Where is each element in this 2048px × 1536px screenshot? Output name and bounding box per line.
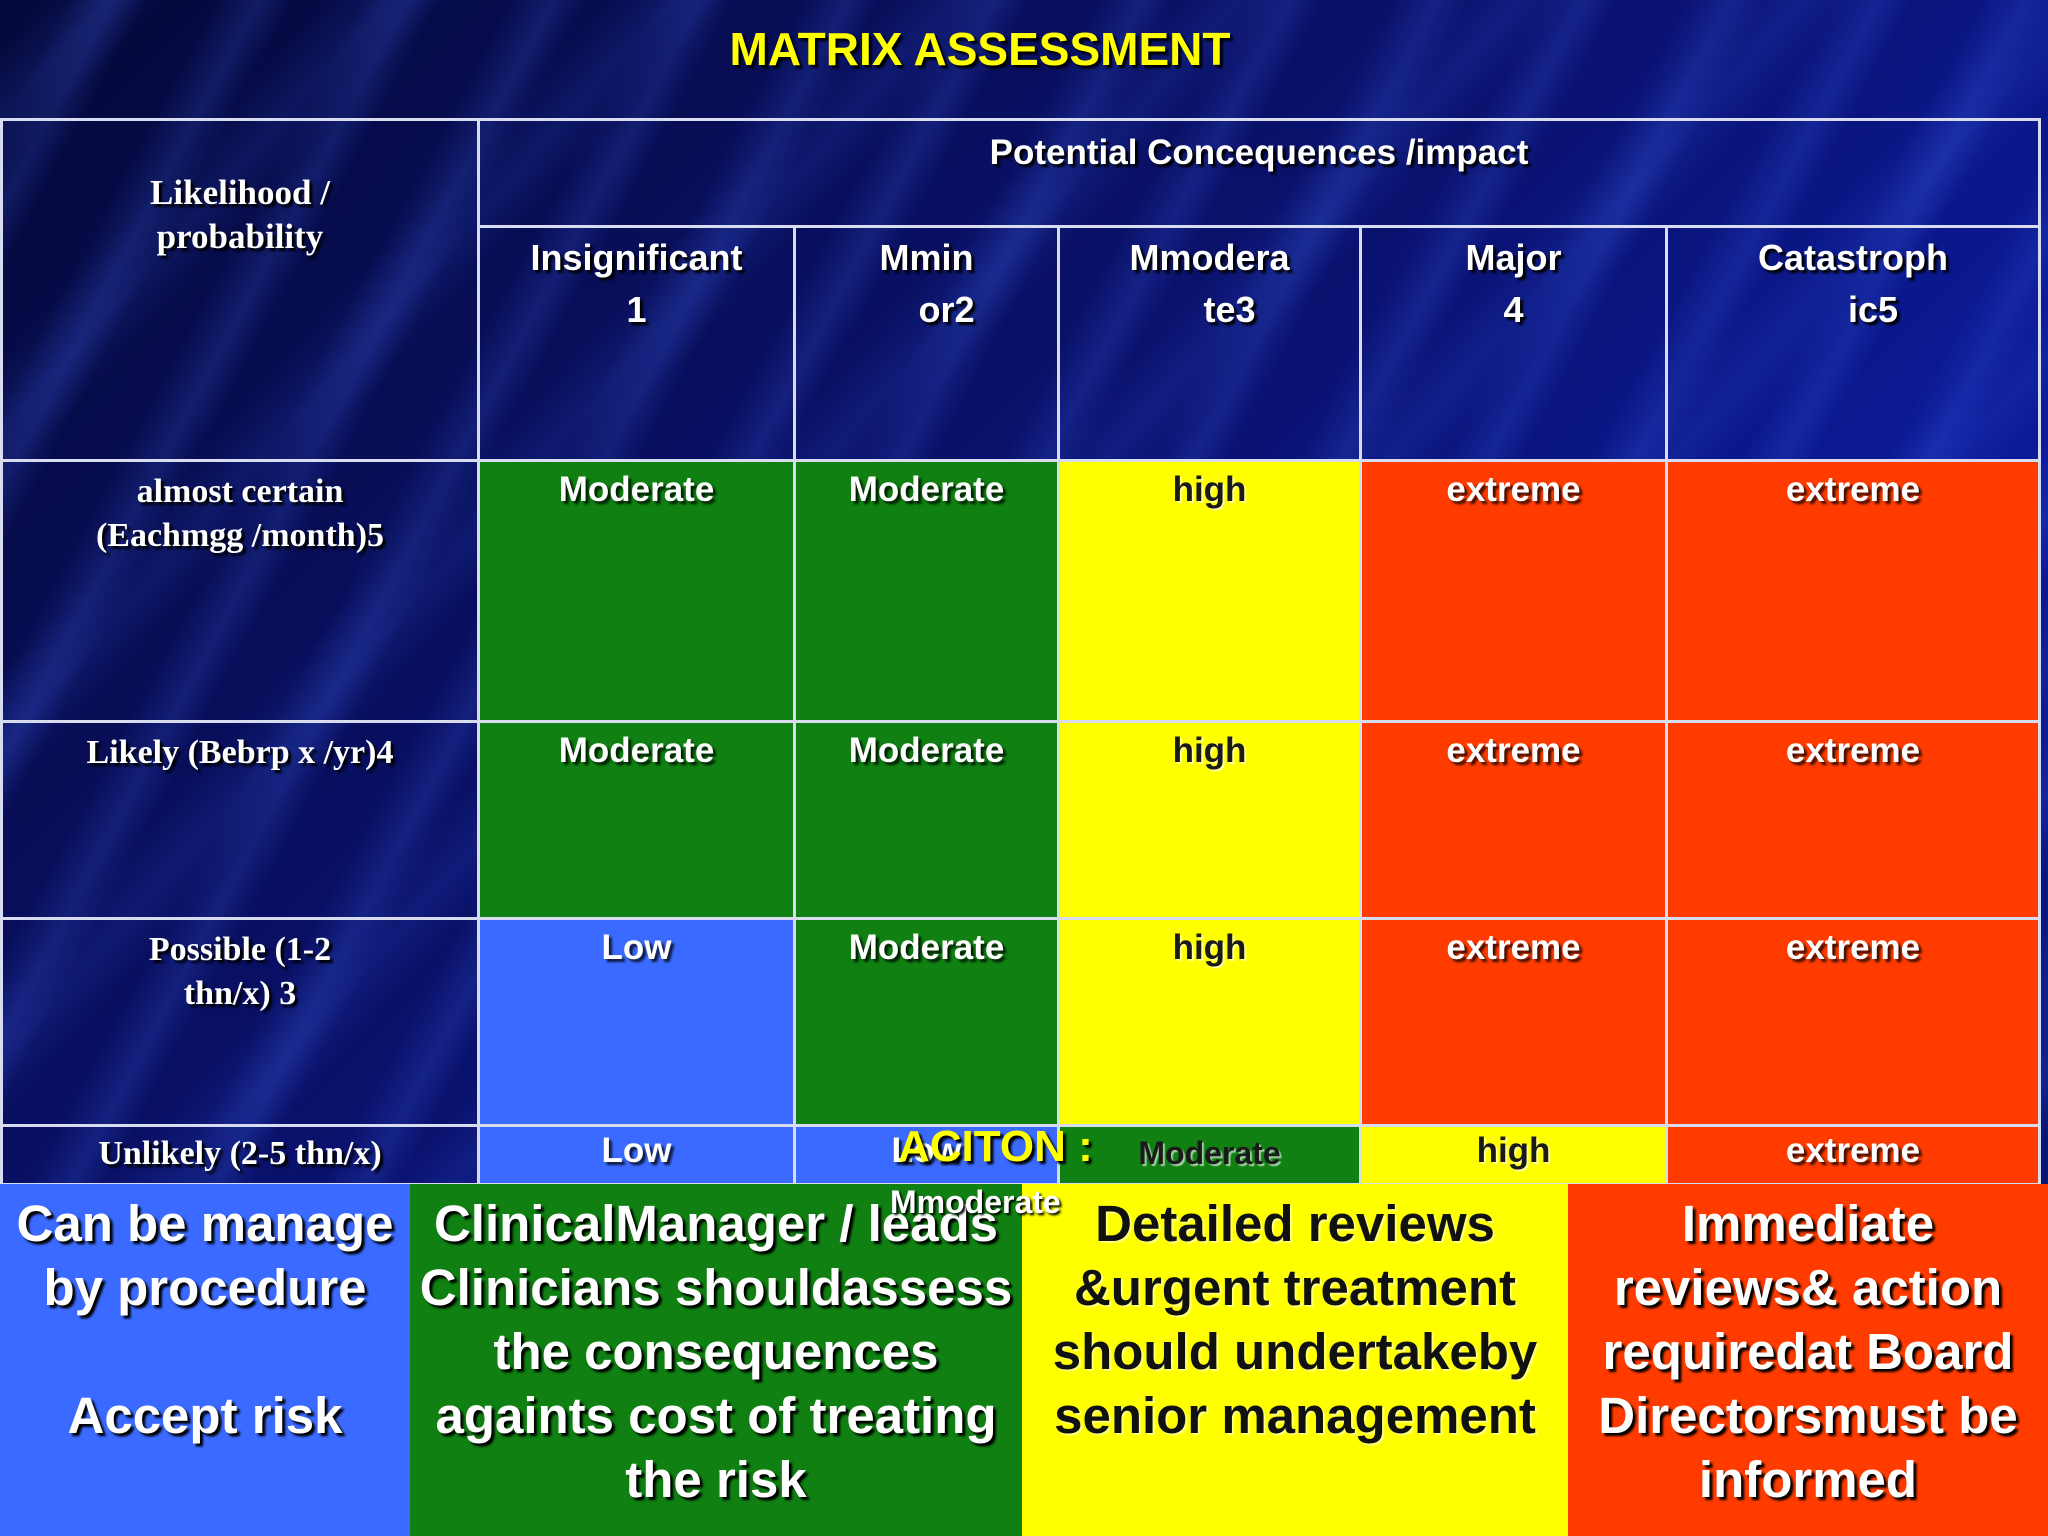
column-header-name: Mmodera	[1129, 237, 1290, 278]
likelihood-header: Likelihood / probability	[0, 118, 480, 462]
risk-level: Low	[601, 1131, 672, 1170]
risk-level: high	[1172, 731, 1247, 770]
risk-cell: extreme	[1359, 917, 1668, 1127]
column-header-5: Catastroph ic5	[1665, 225, 2041, 462]
row-label-unlikely: Unlikely (2-5 thn/x)	[0, 1124, 480, 1186]
risk-level: Low	[601, 928, 672, 967]
risk-level: Moderate	[558, 470, 715, 509]
risk-cell: extreme	[1359, 459, 1668, 723]
action-box-high: Detailed reviews &urgent treatment shoul…	[1022, 1184, 1568, 1536]
risk-cell: extreme	[1665, 1124, 2041, 1186]
row-label-possible: Possible (1-2 thn/x) 3	[0, 917, 480, 1127]
risk-level: Moderate	[848, 928, 1005, 967]
risk-level: extreme	[1785, 1131, 1921, 1170]
risk-cell: high	[1057, 917, 1362, 1127]
risk-cell: Low	[477, 917, 796, 1127]
risk-cell: high	[1359, 1124, 1668, 1186]
risk-cell: Moderate	[1057, 1124, 1362, 1186]
row-label-text: almost certain (Eachmgg /month)5	[95, 473, 385, 554]
column-header-name: Insignificant	[530, 237, 743, 278]
action-heading: ACITON :	[898, 1122, 1093, 1171]
action-box-low: Can be manage by procedure Accept risk	[0, 1184, 410, 1536]
risk-level: high	[1172, 470, 1247, 509]
action-box-extreme: Immediate reviews& action requiredat Boa…	[1568, 1184, 2048, 1536]
risk-level: extreme	[1785, 470, 1921, 509]
risk-cell: high	[1057, 720, 1362, 920]
row-label-almost-certain: almost certain (Eachmgg /month)5	[0, 459, 480, 723]
risk-cell: extreme	[1359, 720, 1668, 920]
column-header-1: Insignificant 1	[477, 225, 796, 462]
row-label-text: Likely (Bebrp x /yr)4	[86, 734, 394, 771]
risk-cell: high	[1057, 459, 1362, 723]
risk-level: Moderate	[848, 731, 1005, 770]
consequence-header-label: Potential Concequences /impact	[989, 133, 1529, 172]
likelihood-header-label: Likelihood / probability	[150, 173, 330, 256]
risk-level: high	[1172, 928, 1247, 967]
risk-level: extreme	[1446, 731, 1581, 770]
risk-level: extreme	[1785, 731, 1921, 770]
risk-level: extreme	[1446, 928, 1581, 967]
action-subheading: Mmoderate	[890, 1184, 1061, 1220]
risk-cell: Moderate	[793, 720, 1060, 920]
column-header-number: or2	[918, 289, 975, 330]
row-label-likely: Likely (Bebrp x /yr)4	[0, 720, 480, 920]
consequence-header: Potential Concequences /impact	[477, 118, 2041, 228]
risk-cell: extreme	[1665, 917, 2041, 1127]
column-header-3: Mmodera te3	[1057, 225, 1362, 462]
risk-cell: Low	[477, 1124, 796, 1186]
risk-level: Low	[891, 1131, 962, 1170]
risk-cell: extreme	[1665, 720, 2041, 920]
row-label-text: Unlikely (2-5 thn/x)	[98, 1135, 382, 1172]
page-title: MATRIX ASSESSMENT	[729, 23, 1231, 75]
column-header-number: ic5	[1847, 289, 1899, 330]
risk-level: extreme	[1785, 928, 1921, 967]
risk-cell: Moderate	[793, 459, 1060, 723]
column-header-name: Mmin	[879, 237, 974, 278]
action-box-moderate: ClinicalManager / leads Clinicians shoul…	[410, 1184, 1022, 1536]
risk-level: Moderate	[558, 731, 715, 770]
risk-level: Moderate	[848, 470, 1005, 509]
risk-cell: extreme	[1665, 459, 2041, 723]
risk-cell: Moderate	[477, 459, 796, 723]
column-header-name: Catastroph	[1757, 237, 1949, 278]
row-label-text: Possible (1-2 thn/x) 3	[148, 931, 332, 1012]
risk-level: high	[1476, 1131, 1551, 1170]
column-header-2: Mmin or2	[793, 225, 1060, 462]
risk-cell: Low	[793, 1124, 1060, 1186]
risk-level: Moderate	[1138, 1135, 1281, 1171]
risk-level: extreme	[1446, 470, 1581, 509]
column-header-number: 4	[1503, 289, 1524, 330]
column-header-name: Major	[1465, 237, 1562, 278]
risk-cell: Moderate	[793, 917, 1060, 1127]
column-header-number: te3	[1203, 289, 1256, 330]
column-header-number: 1	[626, 289, 647, 330]
column-header-4: Major 4	[1359, 225, 1668, 462]
risk-cell: Moderate	[477, 720, 796, 920]
